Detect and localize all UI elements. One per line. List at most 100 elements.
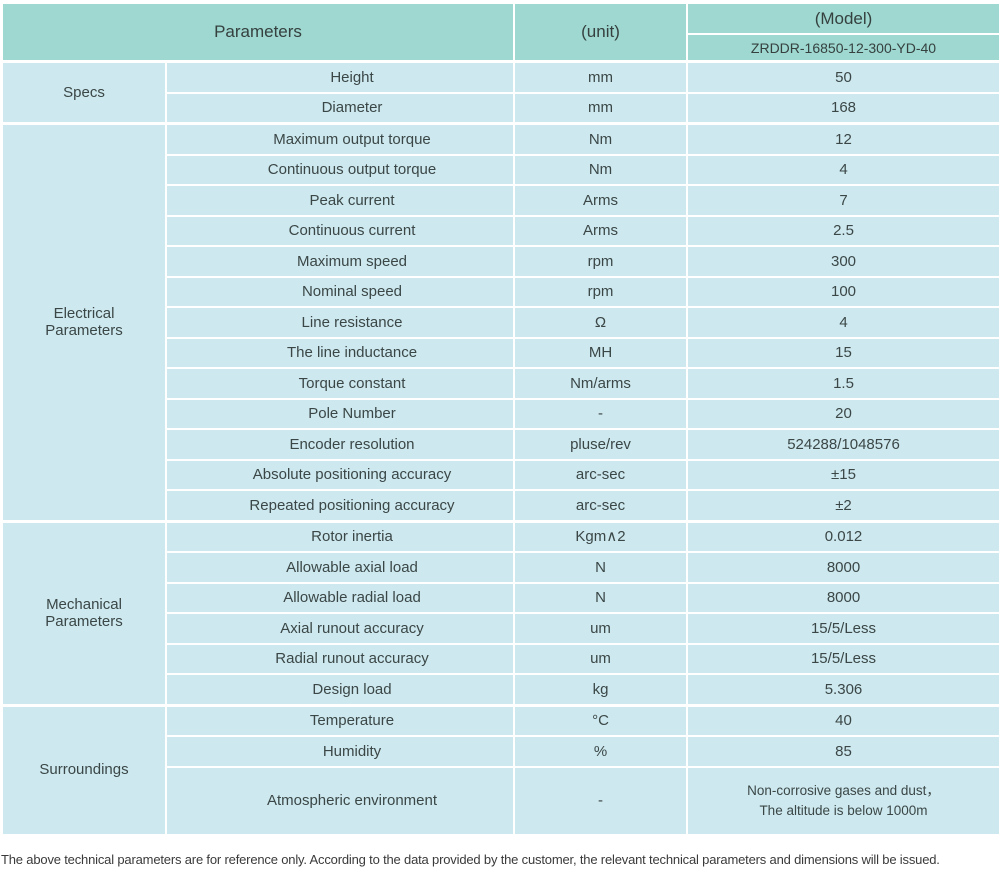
table-row: Line resistance Ω 4 xyxy=(2,306,1000,339)
value-cell: 4 xyxy=(686,306,1000,339)
value-cell: 1.5 xyxy=(686,367,1000,400)
unit-cell: Ω xyxy=(513,306,688,339)
header-row-1: Parameters (unit) (Model) xyxy=(1,2,1000,63)
unit-cell: rpm xyxy=(513,275,688,308)
category-cell: Mechanical Parameters xyxy=(1,519,167,706)
param-cell: The line inductance xyxy=(165,336,515,369)
value-cell: 15/5/Less xyxy=(686,642,1000,675)
unit-cell: Arms xyxy=(513,184,688,217)
table-row: Surroundings Temperature °C 40 xyxy=(1,703,1000,836)
param-cell: Allowable radial load xyxy=(165,581,515,614)
value-cell: 20 xyxy=(686,397,1000,430)
unit-cell: kg xyxy=(513,673,688,706)
table-row: Encoder resolution pluse/rev 524288/104857… xyxy=(2,428,1000,461)
header-model-value: ZRDDR-16850-12-300-YD-40 xyxy=(686,33,1000,63)
value-cell: 2.5 xyxy=(686,214,1000,247)
value-cell: 0.012 xyxy=(686,519,1000,553)
table-row: Allowable axial load N 8000 xyxy=(2,551,1000,584)
param-cell: Torque constant xyxy=(165,367,515,400)
table-row: Continuous output torque Nm 4 xyxy=(2,153,1000,186)
table-header: Parameters (unit) (Model) ZRDDR-16850-12… xyxy=(1,2,1000,63)
unit-cell: pluse/rev xyxy=(513,428,688,461)
value-cell: 15/5/Less xyxy=(686,612,1000,645)
table-row: Continuous current Arms 2.5 xyxy=(2,214,1000,247)
table-row: Diameter mm 168 xyxy=(2,91,1000,125)
unit-cell: Nm xyxy=(513,122,688,156)
unit-cell: N xyxy=(513,551,688,584)
table-body: Specs Height mm 50 Diameter mm 168 Electrical P… xyxy=(1,60,1000,836)
table-row: Humidity% 85 xyxy=(2,735,1000,768)
unit-cell: mm xyxy=(513,91,688,125)
unit-cell: um xyxy=(513,642,688,675)
table-row: Design load kg 5.306 xyxy=(2,673,1000,706)
param-cell: Diameter xyxy=(165,91,515,125)
param-cell: Nominal speed xyxy=(165,275,515,308)
table-row: Electrical Parameters Maximum output torq… xyxy=(1,122,1000,522)
param-cell: Temperature xyxy=(165,703,515,737)
value-cell: 300 xyxy=(686,245,1000,278)
footer-note: The above technical parameters are for r… xyxy=(1,852,940,867)
value-cell: 50 xyxy=(686,60,1000,94)
value-cell: 8000 xyxy=(686,551,1000,584)
param-cell: Radial runout accuracy xyxy=(165,642,515,675)
unit-cell: Arms xyxy=(513,214,688,247)
unit-cell: mm xyxy=(513,60,688,94)
unit-cell: MH xyxy=(513,336,688,369)
table-row: Radial runout accuracy um 15/5/Less xyxy=(2,642,1000,675)
table-row: Atmospheric environment - Non-corrosive ga… xyxy=(2,765,1000,836)
param-cell: Height xyxy=(165,60,515,94)
value-cell: 12 xyxy=(686,122,1000,156)
param-cell: Axial runout accuracy xyxy=(165,612,515,645)
value-cell: 524288/1048576 xyxy=(686,428,1000,461)
unit-cell: Kgm∧2 xyxy=(513,519,688,553)
table-row: Torque constant Nm/arms 1.5 xyxy=(2,367,1000,400)
category-cell: Specs xyxy=(1,60,167,125)
table-row: Pole Number -20 xyxy=(2,397,1000,430)
value-cell: 100 xyxy=(686,275,1000,308)
spec-table-container: Parameters (unit) (Model) ZRDDR-16850-12… xyxy=(1,2,1000,836)
param-cell: Rotor inertia xyxy=(165,519,515,553)
unit-cell: um xyxy=(513,612,688,645)
param-cell: Continuous current xyxy=(165,214,515,247)
param-cell: Encoder resolution xyxy=(165,428,515,461)
unit-cell: - xyxy=(513,765,688,836)
header-model: (Model) xyxy=(686,2,1000,35)
value-cell: 8000 xyxy=(686,581,1000,614)
header-row-2: ZRDDR-16850-12-300-YD-40 xyxy=(2,33,1000,63)
value-cell: 85 xyxy=(686,735,1000,768)
param-cell: Maximum output torque xyxy=(165,122,515,156)
param-cell: Absolute positioning accuracy xyxy=(165,458,515,491)
param-cell: Peak current xyxy=(165,184,515,217)
unit-cell: arc-sec xyxy=(513,458,688,491)
param-cell: Pole Number xyxy=(165,397,515,430)
value-cell: 40 xyxy=(686,703,1000,737)
param-cell: Repeated positioning accuracy xyxy=(165,489,515,522)
unit-cell: rpm xyxy=(513,245,688,278)
param-cell: Design load xyxy=(165,673,515,706)
param-cell: Allowable axial load xyxy=(165,551,515,584)
param-cell: Continuous output torque xyxy=(165,153,515,186)
table-row: Repeated positioning accuracy arc-sec ±2 xyxy=(2,489,1000,522)
param-cell: Atmospheric environment xyxy=(165,765,515,836)
table-row: Mechanical Parameters Rotor inertia Kgm∧2 0… xyxy=(1,519,1000,706)
unit-cell: N xyxy=(513,581,688,614)
table-row: The line inductance MH 15 xyxy=(2,336,1000,369)
value-cell: 168 xyxy=(686,91,1000,125)
table-row: Absolute positioning accuracy arc-sec ±15 xyxy=(2,458,1000,491)
unit-cell: Nm xyxy=(513,153,688,186)
unit-cell: °C xyxy=(513,703,688,737)
unit-cell: - xyxy=(513,397,688,430)
header-unit: (unit) xyxy=(513,2,688,63)
header-parameters: Parameters xyxy=(1,2,515,63)
value-cell: Non-corrosive gases and dust， The altitu… xyxy=(686,765,1000,836)
category-cell: Surroundings xyxy=(1,703,167,836)
value-cell: ±15 xyxy=(686,458,1000,491)
category-cell: Electrical Parameters xyxy=(1,122,167,522)
unit-cell: arc-sec xyxy=(513,489,688,522)
table-row: Maximum speed rpm 300 xyxy=(2,245,1000,278)
unit-cell: % xyxy=(513,735,688,768)
value-cell: 5.306 xyxy=(686,673,1000,706)
table-row: Axial runout accuracy um 15/5/Less xyxy=(2,612,1000,645)
param-cell: Maximum speed xyxy=(165,245,515,278)
